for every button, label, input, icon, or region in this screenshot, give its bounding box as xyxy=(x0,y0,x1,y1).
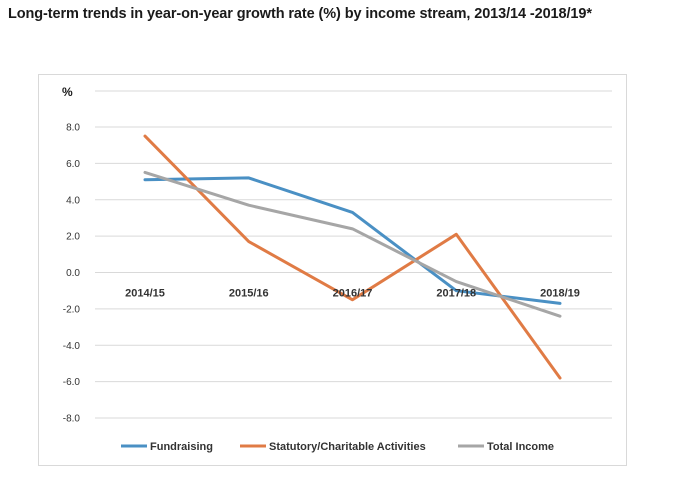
legend-label: Fundraising xyxy=(150,441,213,453)
category-label: 2014/15 xyxy=(125,288,165,300)
y-tick-label: 8.0 xyxy=(66,123,80,134)
y-tick-label: 2.0 xyxy=(66,232,80,243)
chart-frame xyxy=(38,74,627,466)
category-labels: 2014/15 2015/16 2016/17 2017/18 2018/19 xyxy=(125,288,580,300)
category-label: 2018/19 xyxy=(540,288,580,300)
y-tick-label: -6.0 xyxy=(63,377,81,388)
y-tick-label: -8.0 xyxy=(63,414,81,425)
series-line-1 xyxy=(143,176,562,305)
series-lines xyxy=(143,134,562,380)
legend-label: Statutory/Charitable Activities xyxy=(269,441,426,453)
y-tick-label: 0.0 xyxy=(66,268,80,279)
legend: Fundraising Statutory/Charitable Activiti… xyxy=(121,441,554,453)
category-label: 2015/16 xyxy=(229,288,269,300)
legend-label: Total Income xyxy=(487,441,554,453)
y-axis-ticks: 8.0 6.0 4.0 2.0 0.0 -2.0 -4.0 -6.0 -8.0 xyxy=(63,123,81,425)
y-tick-label: -4.0 xyxy=(63,341,81,352)
category-label: 2017/18 xyxy=(436,288,476,300)
chart-title: Long-term trends in year-on-year growth … xyxy=(8,6,592,22)
y-tick-label: 6.0 xyxy=(66,159,80,170)
y-axis-unit-label: % xyxy=(62,85,73,99)
series-line-2 xyxy=(143,134,562,380)
gridlines xyxy=(95,90,612,419)
y-tick-label: -2.0 xyxy=(63,304,81,315)
category-label: 2016/17 xyxy=(333,288,373,300)
y-tick-label: 4.0 xyxy=(66,195,80,206)
